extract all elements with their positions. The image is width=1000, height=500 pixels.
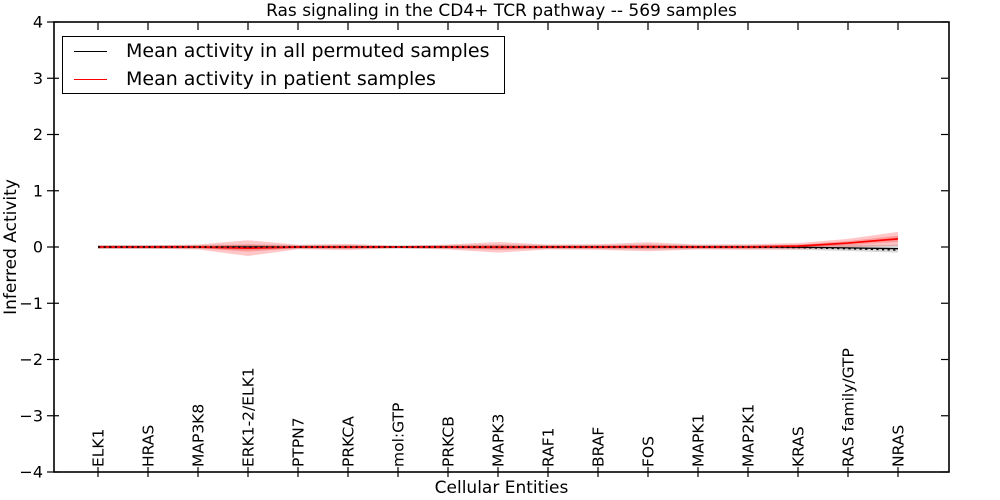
y-tick-label: 3 xyxy=(33,69,43,88)
legend-row-patient: Mean activity in patient samples xyxy=(63,66,504,92)
y-tick-label: −3 xyxy=(19,406,43,425)
legend-line-sample-black xyxy=(74,50,107,52)
band-series-1 xyxy=(98,231,898,256)
x-tick-label: PRKCB xyxy=(440,416,458,467)
x-tick-label: mol:GTP xyxy=(390,403,408,467)
legend-label-patient: Mean activity in patient samples xyxy=(126,68,436,90)
y-tick-label: 4 xyxy=(33,13,43,32)
x-tick-label: ELK1 xyxy=(90,429,108,467)
chart-title: Ras signaling in the CD4+ TCR pathway --… xyxy=(266,1,737,21)
x-tick-label: PTPN7 xyxy=(290,417,308,467)
x-tick-label: ERK1-2/ELK1 xyxy=(240,367,258,467)
x-tick-label: MAPK1 xyxy=(690,414,708,467)
x-tick-label: RAF1 xyxy=(540,427,558,467)
legend-box: Mean activity in all permuted samples Me… xyxy=(62,36,505,94)
legend-label-permuted: Mean activity in all permuted samples xyxy=(126,40,490,62)
x-tick-label: PRKCA xyxy=(340,416,358,467)
x-tick-label: KRAS xyxy=(790,426,808,467)
y-tick-label: −1 xyxy=(19,294,43,313)
y-tick-label: 0 xyxy=(33,238,43,257)
y-tick-label: −4 xyxy=(19,463,43,482)
x-tick-label: HRAS xyxy=(140,425,158,467)
x-tick-label: MAP2K1 xyxy=(740,404,758,467)
y-axis-label: Inferred Activity xyxy=(1,179,21,315)
x-tick-label: BRAF xyxy=(590,427,608,467)
y-tick-label: −2 xyxy=(19,350,43,369)
baseline-dotted-line xyxy=(98,246,899,251)
x-tick-label: NRAS xyxy=(890,425,908,467)
x-tick-label: MAP3K8 xyxy=(190,404,208,467)
x-axis-label: Cellular Entities xyxy=(435,478,569,498)
y-tick-label: 1 xyxy=(33,181,43,200)
legend-row-permuted: Mean activity in all permuted samples xyxy=(63,38,504,64)
x-tick-label: MAPK3 xyxy=(490,414,508,467)
x-tick-label: FOS xyxy=(640,436,658,467)
legend-line-sample-red xyxy=(74,78,107,80)
x-tick-label: RAS family/GTP xyxy=(840,348,858,467)
y-tick-label: 2 xyxy=(33,125,43,144)
